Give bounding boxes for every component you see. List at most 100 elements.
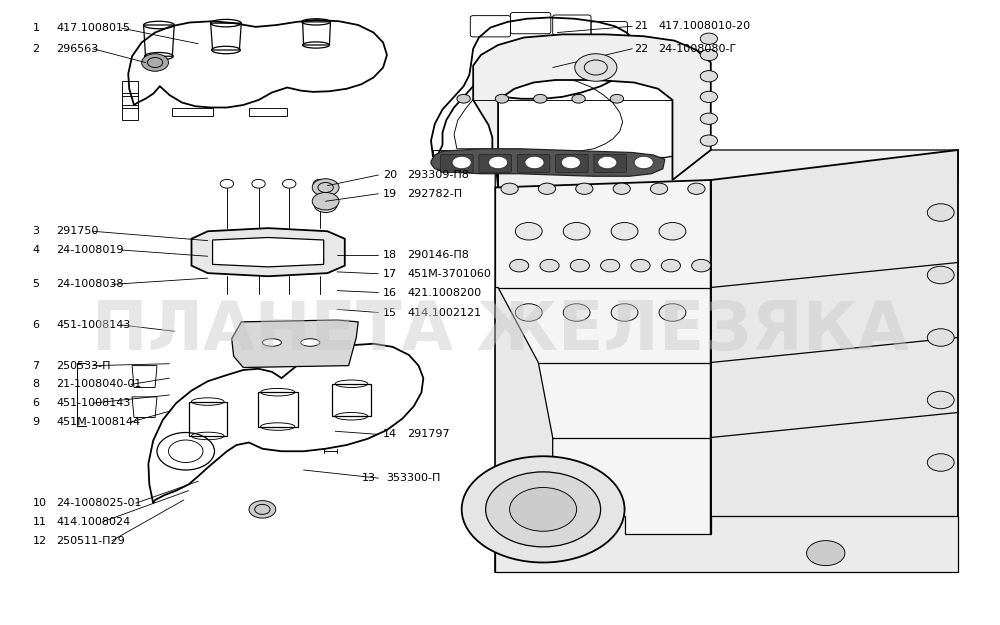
Circle shape <box>700 71 717 82</box>
Circle shape <box>534 94 547 103</box>
Text: 421.1008200: 421.1008200 <box>407 288 481 298</box>
Circle shape <box>601 259 620 272</box>
Ellipse shape <box>262 339 282 346</box>
Text: 8: 8 <box>32 379 40 389</box>
Text: 353300-П: 353300-П <box>386 473 440 483</box>
Circle shape <box>515 222 542 240</box>
Text: 3: 3 <box>32 226 39 236</box>
Circle shape <box>927 454 954 471</box>
Text: 14: 14 <box>383 429 397 439</box>
Circle shape <box>610 94 624 103</box>
FancyBboxPatch shape <box>517 154 550 173</box>
Circle shape <box>486 472 601 547</box>
Circle shape <box>572 94 585 103</box>
Text: 21-1008040-01: 21-1008040-01 <box>56 379 142 389</box>
FancyBboxPatch shape <box>479 154 511 173</box>
Circle shape <box>576 183 593 194</box>
Text: 2: 2 <box>32 44 40 54</box>
Text: 451М-1008144: 451М-1008144 <box>56 417 141 427</box>
Polygon shape <box>495 150 958 188</box>
Text: 16: 16 <box>383 288 397 298</box>
Text: 451М-3701060: 451М-3701060 <box>407 269 491 279</box>
Circle shape <box>650 183 668 194</box>
Polygon shape <box>431 149 665 176</box>
Circle shape <box>634 156 653 169</box>
Circle shape <box>249 501 276 518</box>
Text: 4: 4 <box>32 245 40 255</box>
Circle shape <box>570 259 589 272</box>
Text: ПЛАНЕТА ЖЕЛЕЗЯКА: ПЛАНЕТА ЖЕЛЕЗЯКА <box>92 298 908 364</box>
Circle shape <box>700 113 717 124</box>
Text: 7: 7 <box>32 361 40 371</box>
Text: 451-1008143: 451-1008143 <box>56 320 131 330</box>
Circle shape <box>563 222 590 240</box>
Text: 11: 11 <box>32 517 46 527</box>
Circle shape <box>611 304 638 321</box>
Circle shape <box>807 541 845 566</box>
Circle shape <box>659 222 686 240</box>
Ellipse shape <box>301 339 320 346</box>
Circle shape <box>489 156 508 169</box>
Text: 17: 17 <box>383 269 397 279</box>
Text: 9: 9 <box>32 417 40 427</box>
Text: 414.1002121: 414.1002121 <box>407 308 481 318</box>
Circle shape <box>692 259 711 272</box>
Circle shape <box>515 304 542 321</box>
Circle shape <box>611 222 638 240</box>
Text: 22: 22 <box>634 44 648 54</box>
Circle shape <box>452 156 471 169</box>
Circle shape <box>927 266 954 284</box>
Circle shape <box>510 488 577 531</box>
Polygon shape <box>473 34 711 188</box>
Polygon shape <box>495 516 958 572</box>
Circle shape <box>700 135 717 146</box>
Text: 451-1008143: 451-1008143 <box>56 398 131 408</box>
Text: 293309-П8: 293309-П8 <box>407 170 469 180</box>
Circle shape <box>312 179 339 196</box>
FancyBboxPatch shape <box>441 154 473 173</box>
Circle shape <box>700 91 717 103</box>
Circle shape <box>927 391 954 409</box>
Circle shape <box>575 54 617 81</box>
Circle shape <box>495 94 509 103</box>
Text: 291750: 291750 <box>56 226 99 236</box>
Text: 296563: 296563 <box>56 44 99 54</box>
Text: 24-1008019: 24-1008019 <box>56 245 124 255</box>
Text: 21: 21 <box>634 21 648 31</box>
Polygon shape <box>711 150 958 572</box>
Polygon shape <box>495 288 553 572</box>
Circle shape <box>314 198 337 212</box>
Text: 417.1008010-20: 417.1008010-20 <box>658 21 750 31</box>
Text: 24-1008025-01: 24-1008025-01 <box>56 498 142 508</box>
Polygon shape <box>232 320 358 368</box>
Text: 414.1008024: 414.1008024 <box>56 517 131 527</box>
Polygon shape <box>213 238 324 267</box>
Text: 291797: 291797 <box>407 429 450 439</box>
Circle shape <box>927 204 954 221</box>
Circle shape <box>457 94 470 103</box>
Text: 20: 20 <box>383 170 397 180</box>
Circle shape <box>501 183 518 194</box>
Text: 290146-П8: 290146-П8 <box>407 250 469 260</box>
Text: 417.1008015: 417.1008015 <box>56 23 130 33</box>
FancyBboxPatch shape <box>556 154 588 173</box>
Circle shape <box>563 304 590 321</box>
Circle shape <box>525 156 544 169</box>
Circle shape <box>462 456 625 562</box>
Text: 250511-П29: 250511-П29 <box>56 536 125 546</box>
Text: 6: 6 <box>32 398 39 408</box>
Text: 292782-П: 292782-П <box>407 189 462 199</box>
Circle shape <box>538 183 556 194</box>
Text: 12: 12 <box>32 536 47 546</box>
Text: 6: 6 <box>32 320 39 330</box>
Circle shape <box>661 259 680 272</box>
Circle shape <box>613 183 630 194</box>
Circle shape <box>700 33 717 44</box>
Circle shape <box>688 183 705 194</box>
Circle shape <box>540 259 559 272</box>
Text: 18: 18 <box>383 250 397 260</box>
FancyBboxPatch shape <box>594 154 626 173</box>
Polygon shape <box>191 228 345 276</box>
Text: 15: 15 <box>383 308 397 318</box>
Circle shape <box>631 259 650 272</box>
